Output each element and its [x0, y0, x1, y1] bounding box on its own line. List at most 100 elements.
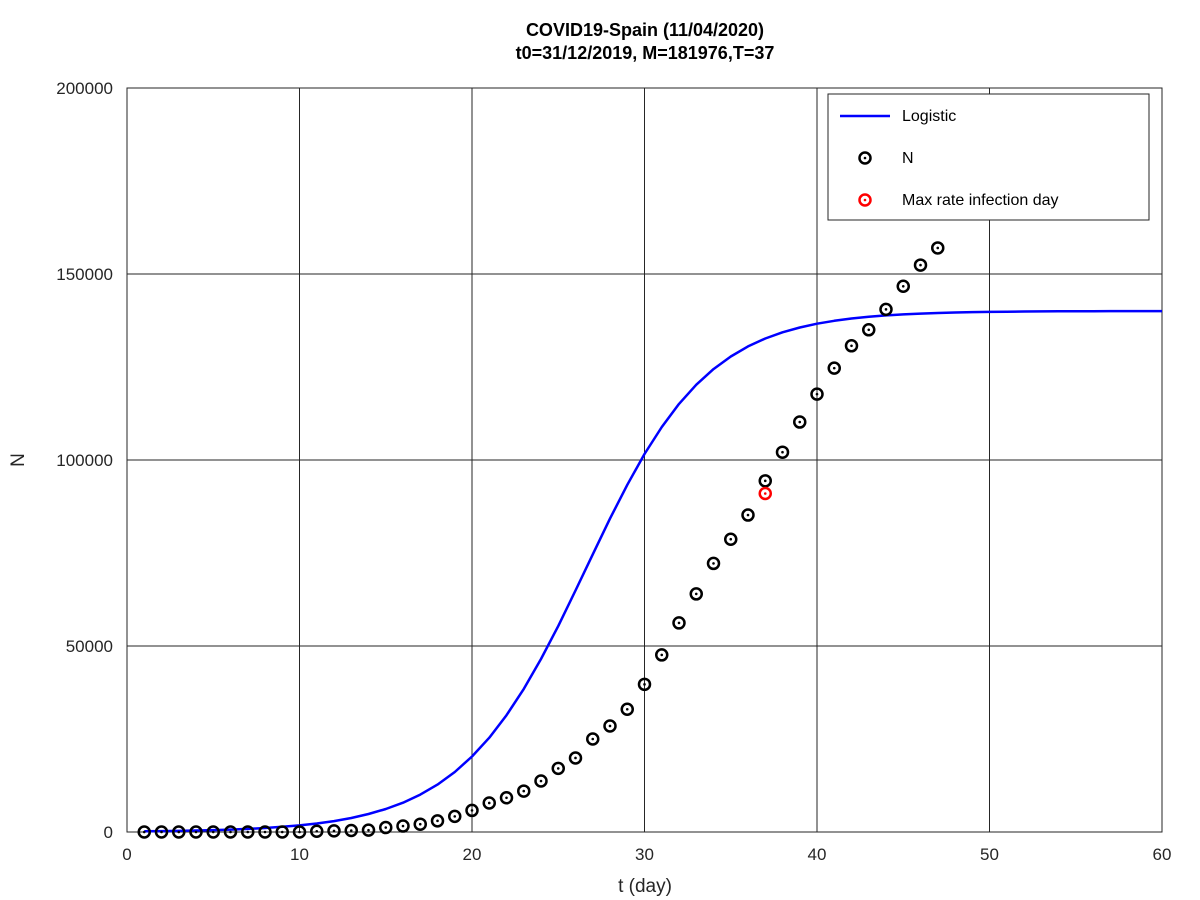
- data-point-center: [367, 828, 370, 832]
- data-point-n: [396, 819, 410, 833]
- data-point-center: [298, 830, 301, 834]
- data-point-n: [913, 258, 928, 272]
- data-point-ring: [223, 825, 238, 839]
- data-point-n: [741, 508, 755, 522]
- data-point-center: [574, 756, 577, 760]
- data-point-center: [729, 537, 733, 541]
- data-point-center: [850, 344, 853, 348]
- data-point-n: [706, 556, 721, 571]
- data-point-ring: [189, 825, 203, 839]
- data-point-n: [448, 809, 462, 824]
- data-point-n: [258, 825, 272, 839]
- data-point-center: [211, 830, 215, 834]
- data-point-n: [724, 532, 738, 546]
- data-point-center: [936, 246, 940, 250]
- series-lines: [144, 309, 1162, 833]
- data-point-ring: [482, 796, 496, 810]
- data-point-ring: [292, 825, 307, 839]
- data-point-center: [660, 653, 664, 657]
- data-point-center: [315, 829, 319, 833]
- y-tick-label: 50000: [66, 637, 113, 656]
- data-point-n: [793, 415, 807, 429]
- data-point-ring: [758, 474, 772, 488]
- x-tick-label: 20: [463, 845, 482, 864]
- data-point-ring: [586, 732, 600, 746]
- data-point-center: [867, 328, 871, 332]
- data-point-n: [568, 751, 583, 765]
- data-point-n: [310, 824, 324, 839]
- data-point-ring: [379, 820, 393, 835]
- data-point-n: [844, 339, 859, 353]
- data-point-n: [413, 817, 427, 831]
- legend-n-marker: [858, 151, 872, 165]
- data-point-ring: [206, 825, 220, 839]
- data-point-center: [919, 263, 922, 267]
- x-tick-label: 50: [980, 845, 999, 864]
- data-point-ring: [879, 302, 893, 317]
- data-point-ring: [551, 761, 565, 776]
- data-point-n: [879, 302, 893, 317]
- data-point-ring: [327, 824, 341, 838]
- data-point-ring: [172, 825, 186, 839]
- x-tick-label: 10: [290, 845, 309, 864]
- data-point-ring: [706, 556, 721, 571]
- data-point-n: [327, 824, 341, 838]
- data-point-center: [763, 479, 767, 483]
- data-point-n: [206, 825, 220, 839]
- data-point-ring: [154, 825, 169, 839]
- data-point-max-rate-infection-day: [758, 486, 772, 501]
- data-point-center: [487, 801, 491, 805]
- data-point-ring: [499, 791, 514, 805]
- data-point-ring: [724, 532, 738, 546]
- data-point-n: [827, 361, 841, 375]
- data-point-center: [798, 420, 802, 424]
- data-point-ring: [620, 702, 634, 716]
- data-point-n: [689, 587, 703, 601]
- data-point-n: [862, 323, 876, 337]
- data-point-ring: [396, 819, 410, 833]
- data-point-n: [810, 387, 824, 401]
- data-point-ring: [275, 825, 289, 839]
- data-point-ring: [310, 824, 324, 839]
- y-tick-label: 0: [104, 823, 113, 842]
- y-axis-label: N: [8, 453, 29, 467]
- data-point-ring: [931, 241, 945, 255]
- data-point-ring: [793, 415, 807, 429]
- data-point-center: [505, 796, 508, 800]
- data-point-n: [551, 761, 565, 776]
- data-point-center: [522, 789, 526, 793]
- x-tick-label: 40: [808, 845, 827, 864]
- data-point-center: [539, 779, 543, 783]
- axis-ticks: 0 10 20 30 40 50 60 0 50000 100000 150000 200000: [56, 79, 1171, 864]
- data-point-center: [591, 737, 595, 741]
- x-tick-label: 0: [122, 845, 131, 864]
- data-point-center: [608, 724, 612, 728]
- data-point-ring: [810, 387, 824, 401]
- data-point-n: [775, 445, 790, 459]
- data-point-ring: [258, 825, 272, 839]
- data-point-center: [160, 830, 163, 834]
- data-point-n: [379, 820, 393, 835]
- data-point-n: [241, 825, 255, 839]
- data-point-ring: [361, 823, 376, 837]
- data-point-center: [470, 809, 474, 812]
- data-point-ring: [827, 361, 841, 375]
- legend-max-rate-marker: [858, 193, 872, 207]
- data-point-center: [763, 492, 767, 495]
- legend: Logistic N Max rate infection day: [827, 93, 1150, 221]
- data-point-n: [517, 784, 531, 798]
- y-tick-label: 150000: [56, 265, 113, 284]
- data-point-n: [758, 474, 772, 488]
- y-tick-label: 200000: [56, 79, 113, 98]
- data-point-n: [172, 825, 186, 839]
- data-point-n: [620, 702, 634, 716]
- data-point-center: [246, 830, 250, 834]
- data-point-center: [332, 829, 336, 833]
- data-point-n: [499, 791, 514, 805]
- data-point-center: [142, 830, 146, 834]
- data-point-ring: [413, 817, 427, 831]
- data-point-n: [482, 796, 496, 810]
- data-point-n: [672, 616, 686, 630]
- data-point-ring: [448, 809, 462, 824]
- data-point-ring: [758, 486, 772, 501]
